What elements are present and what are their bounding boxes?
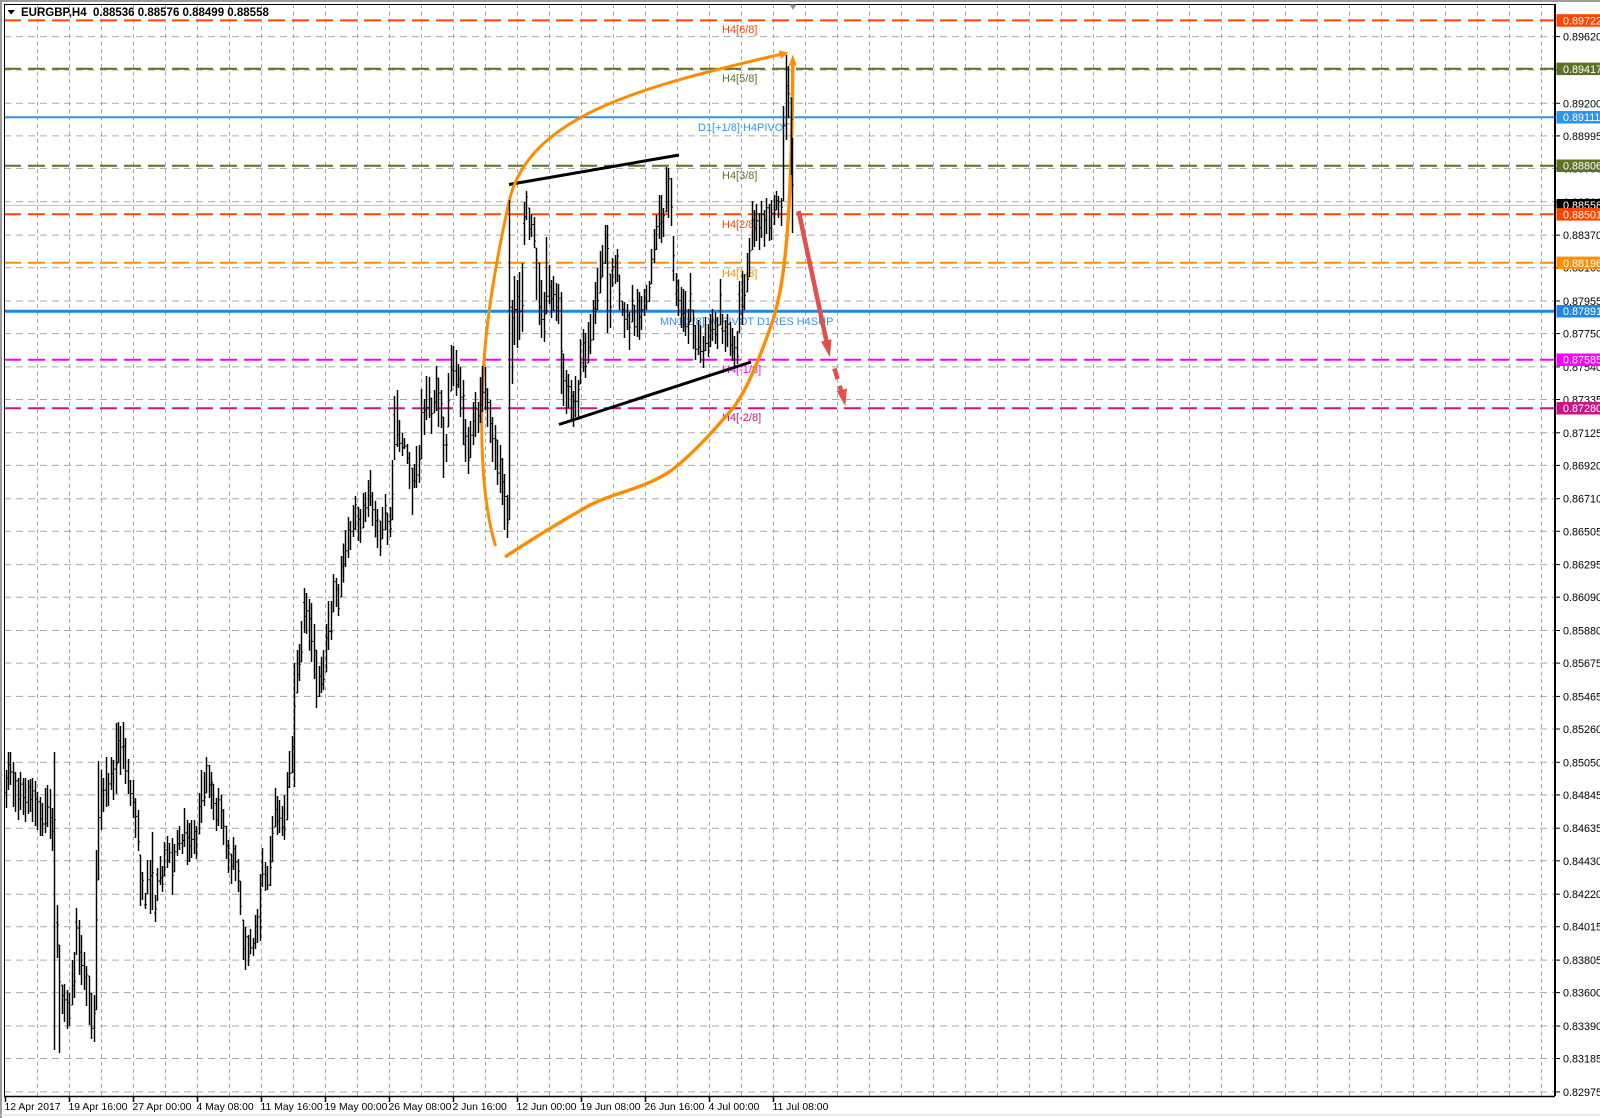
svg-text:19 Apr 16:00: 19 Apr 16:00 — [69, 1102, 128, 1113]
svg-text:12 Apr 2017: 12 Apr 2017 — [5, 1102, 61, 1113]
svg-text:0.88501: 0.88501 — [1563, 209, 1600, 221]
svg-text:0.85465: 0.85465 — [1563, 691, 1600, 703]
svg-text:19 May 00:00: 19 May 00:00 — [325, 1102, 388, 1113]
svg-text:0.87125: 0.87125 — [1563, 428, 1600, 440]
svg-text:0.87280: 0.87280 — [1563, 403, 1600, 415]
svg-text:0.89111: 0.89111 — [1563, 112, 1600, 124]
svg-text:19 Jun 08:00: 19 Jun 08:00 — [581, 1102, 641, 1113]
svg-text:11 Jul 08:00: 11 Jul 08:00 — [773, 1102, 829, 1113]
svg-text:0.84015: 0.84015 — [1563, 922, 1600, 934]
svg-text:0.83390: 0.83390 — [1563, 1021, 1600, 1033]
svg-text:11 May 16:00: 11 May 16:00 — [261, 1102, 323, 1113]
svg-text:H4[-2/8]: H4[-2/8] — [722, 412, 761, 424]
svg-text:0.86505: 0.86505 — [1563, 526, 1600, 538]
svg-text:0.85675: 0.85675 — [1563, 658, 1600, 670]
svg-text:0.85050: 0.85050 — [1563, 757, 1600, 769]
svg-text:0.86295: 0.86295 — [1563, 560, 1600, 572]
svg-text:D1[+1/8] H4PIVOT: D1[+1/8] H4PIVOT — [698, 122, 790, 134]
svg-text:H4[3/8]: H4[3/8] — [722, 170, 757, 182]
svg-text:0.87585: 0.87585 — [1563, 355, 1600, 367]
svg-text:27 Apr 00:00: 27 Apr 00:00 — [133, 1102, 192, 1113]
svg-text:0.85880: 0.85880 — [1563, 626, 1600, 638]
svg-text:MN1[2/8] W PIVOT D1RES H4SUP: MN1[2/8] W PIVOT D1RES H4SUP — [660, 316, 833, 328]
svg-text:0.84220: 0.84220 — [1563, 889, 1600, 901]
svg-text:12 Jun 00:00: 12 Jun 00:00 — [517, 1102, 577, 1113]
svg-text:0.87750: 0.87750 — [1563, 329, 1600, 341]
svg-text:0.83185: 0.83185 — [1563, 1054, 1600, 1066]
svg-text:0.82975: 0.82975 — [1563, 1087, 1600, 1099]
svg-text:EURGBP,H4 0.88536 0.88576 0.8: EURGBP,H4 0.88536 0.88576 0.88499 0.8855… — [21, 7, 269, 19]
svg-text:4 Jul 00:00: 4 Jul 00:00 — [709, 1102, 760, 1113]
svg-text:H4[5/8]: H4[5/8] — [722, 73, 757, 85]
svg-text:0.84845: 0.84845 — [1563, 790, 1600, 802]
svg-text:0.86090: 0.86090 — [1563, 592, 1600, 604]
svg-text:H4[1/8]: H4[1/8] — [722, 268, 757, 280]
svg-text:0.87891: 0.87891 — [1563, 306, 1600, 318]
svg-text:0.89722: 0.89722 — [1563, 15, 1600, 27]
svg-text:0.88196: 0.88196 — [1563, 258, 1600, 270]
svg-text:0.88806: 0.88806 — [1563, 161, 1600, 173]
svg-text:0.89200: 0.89200 — [1563, 98, 1600, 110]
svg-text:26 May 08:00: 26 May 08:00 — [389, 1102, 452, 1113]
svg-text:0.83805: 0.83805 — [1563, 955, 1600, 967]
svg-text:0.84635: 0.84635 — [1563, 823, 1600, 835]
svg-text:H4[2/8]: H4[2/8] — [722, 219, 757, 231]
svg-text:0.85260: 0.85260 — [1563, 724, 1600, 736]
svg-text:0.86710: 0.86710 — [1563, 494, 1600, 506]
svg-text:0.89620: 0.89620 — [1563, 32, 1600, 44]
svg-text:H4[6/8]: H4[6/8] — [722, 24, 757, 36]
svg-text:0.84430: 0.84430 — [1563, 856, 1600, 868]
svg-text:0.88995: 0.88995 — [1563, 131, 1600, 143]
svg-text:2 Jun 16:00: 2 Jun 16:00 — [453, 1102, 508, 1113]
svg-text:4 May 08:00: 4 May 08:00 — [197, 1102, 254, 1113]
svg-text:26 Jun 16:00: 26 Jun 16:00 — [645, 1102, 705, 1113]
svg-text:0.88370: 0.88370 — [1563, 230, 1600, 242]
svg-text:0.86920: 0.86920 — [1563, 460, 1600, 472]
svg-text:0.83600: 0.83600 — [1563, 988, 1600, 1000]
svg-text:0.89417: 0.89417 — [1563, 64, 1600, 76]
